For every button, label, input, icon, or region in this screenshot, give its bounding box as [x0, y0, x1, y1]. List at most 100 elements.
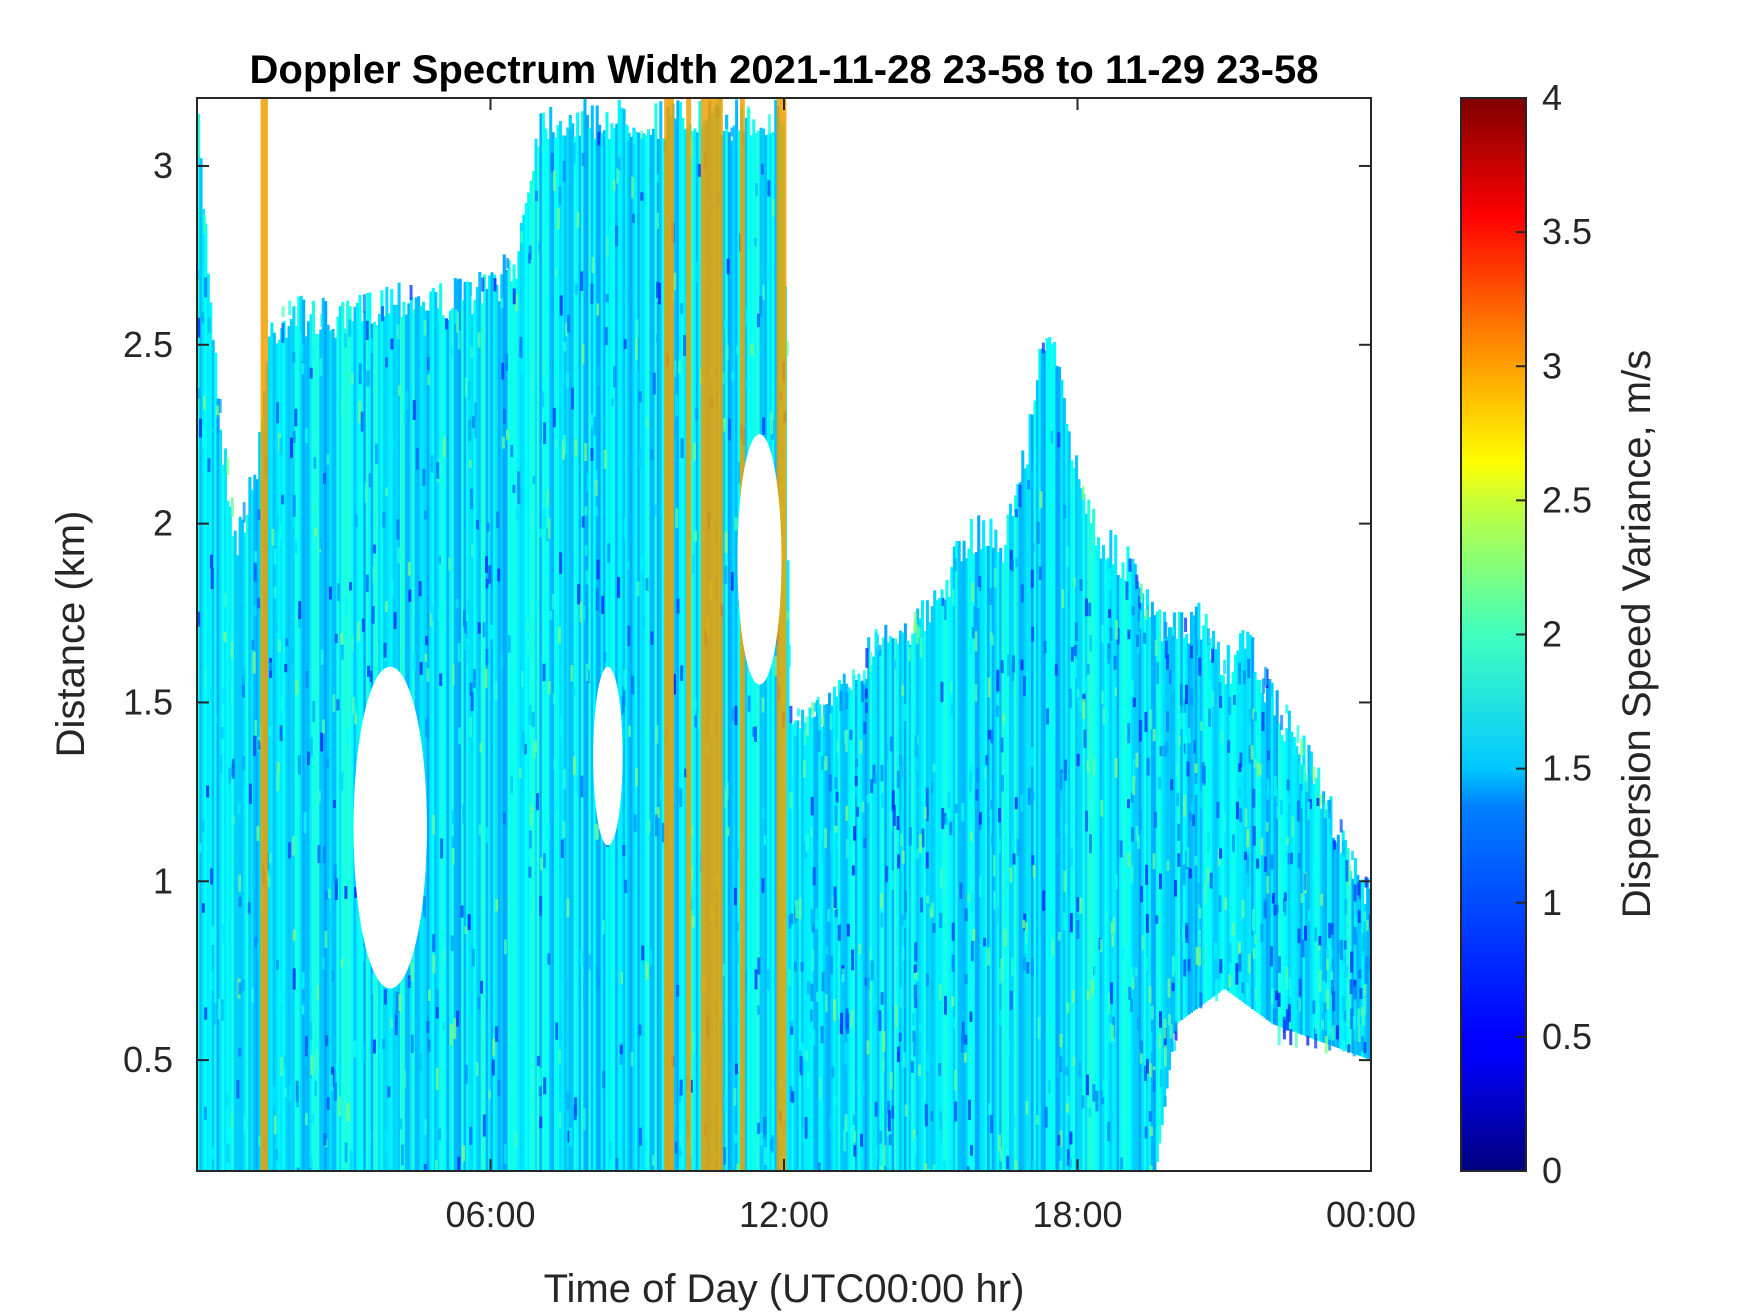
heatmap-cell — [1343, 940, 1347, 950]
heatmap-cell — [209, 302, 213, 1171]
heatmap-cell — [361, 946, 365, 962]
heatmap-cell — [1078, 1061, 1082, 1078]
heatmap-cell — [820, 1026, 824, 1044]
heatmap-cell — [654, 103, 658, 1171]
heatmap-cell — [542, 508, 546, 530]
heatmap-cell — [863, 838, 867, 848]
heatmap-cell — [356, 621, 360, 642]
heatmap-cell — [210, 868, 214, 885]
heatmap-cell — [1177, 823, 1181, 842]
heatmap-cell — [698, 100, 702, 1171]
heatmap-cell — [919, 637, 923, 658]
heatmap-cell — [268, 852, 272, 863]
heatmap-cell — [861, 1081, 865, 1096]
colorbar-label: Dispersion Speed Variance, m/s — [1615, 350, 1659, 918]
heatmap-cell — [635, 371, 639, 390]
heatmap-cell — [1022, 919, 1026, 929]
heatmap-cell — [1153, 615, 1157, 1171]
heatmap-cell — [600, 132, 604, 1171]
heatmap-cell — [1009, 867, 1013, 883]
heatmap-cell — [615, 225, 619, 247]
heatmap-cell — [1101, 690, 1105, 704]
heatmap-cell — [466, 598, 470, 615]
heatmap-cell — [656, 807, 660, 818]
heatmap-cell — [1192, 615, 1196, 1011]
heatmap-cell — [1135, 574, 1139, 589]
heatmap-cell — [281, 306, 285, 317]
heatmap-cell — [793, 720, 797, 737]
heatmap-cell — [1292, 745, 1296, 758]
heatmap-cell — [309, 1157, 313, 1171]
heatmap-cell — [1031, 791, 1035, 800]
heatmap-cell — [760, 163, 764, 175]
heatmap-cell — [761, 284, 765, 301]
heatmap-cell — [1297, 754, 1301, 1034]
heatmap-cell — [983, 767, 987, 779]
heatmap-cell — [655, 174, 659, 183]
heatmap-cell — [623, 518, 627, 539]
heatmap-cell — [289, 437, 293, 458]
heatmap-cell — [302, 299, 306, 1171]
heatmap-cell — [458, 278, 462, 1171]
heatmap-cell — [1312, 766, 1316, 781]
heatmap-cell — [756, 313, 760, 328]
heatmap-cell — [541, 112, 545, 1171]
heatmap-cell — [1232, 834, 1236, 852]
heatmap-cell — [1299, 762, 1303, 785]
heatmap-cell — [629, 136, 633, 1171]
heatmap-cell — [1357, 1024, 1361, 1042]
heatmap-cell — [351, 321, 355, 1171]
heatmap-cell — [292, 516, 296, 527]
heatmap-cell — [539, 895, 543, 917]
heatmap-cell — [1193, 740, 1197, 754]
heatmap-cell — [470, 346, 474, 359]
x-tick-label: 18:00 — [1032, 1194, 1122, 1235]
x-axis: 06:00 12:00 18:00 00:00 — [445, 98, 1416, 1235]
heatmap-cell — [1161, 684, 1165, 699]
heatmap-cell — [1306, 1036, 1310, 1046]
heatmap-cell — [315, 1050, 319, 1070]
heatmap-cell — [1171, 955, 1175, 977]
heatmap-cell — [1184, 736, 1188, 754]
heatmap-cell — [1033, 400, 1037, 1171]
heatmap-cell — [273, 1115, 277, 1135]
heatmap-cell — [1226, 645, 1230, 992]
heatmap-cell — [556, 208, 560, 230]
heatmap-cell — [595, 965, 599, 981]
heatmap-cell — [930, 979, 934, 999]
heatmap-cell — [645, 578, 649, 591]
heatmap-cell — [631, 213, 635, 223]
heatmap-cell — [754, 969, 758, 990]
heatmap-cell — [762, 417, 766, 435]
colorbar-ticks: 00.511.522.533.54 — [1516, 77, 1592, 1191]
heatmap-cell — [624, 879, 628, 894]
heatmap-cell — [538, 1067, 542, 1087]
heatmap-cell — [345, 728, 349, 745]
heatmap-cell — [273, 548, 277, 565]
heatmap-cell — [603, 652, 607, 662]
heatmap-cell — [1031, 854, 1035, 866]
heatmap-cell — [543, 852, 547, 869]
heatmap-cell — [497, 1079, 501, 1096]
heatmap-cell — [955, 540, 959, 1171]
heatmap-cell — [845, 805, 849, 821]
heatmap-cell — [1136, 1017, 1140, 1030]
heatmap-cell — [1140, 886, 1144, 903]
heatmap-cell — [1215, 979, 1219, 1002]
heatmap-cell — [896, 643, 900, 1171]
heatmap-cell — [744, 969, 748, 991]
heatmap-cell — [536, 146, 541, 1171]
heatmap-cell — [1326, 799, 1331, 1045]
heatmap-cell — [1312, 1000, 1316, 1014]
heatmap-cell — [310, 1055, 314, 1076]
heatmap-cell — [268, 725, 272, 737]
heatmap-cell — [1027, 480, 1031, 490]
heatmap-cell — [1360, 945, 1364, 957]
heatmap-cell — [427, 374, 431, 386]
heatmap-cell — [969, 771, 973, 793]
heatmap-cell — [223, 631, 227, 643]
heatmap-cell — [1038, 348, 1042, 1171]
heatmap-cell — [1042, 890, 1046, 911]
heatmap-cell — [1273, 904, 1277, 916]
heatmap-cell — [387, 1086, 391, 1098]
